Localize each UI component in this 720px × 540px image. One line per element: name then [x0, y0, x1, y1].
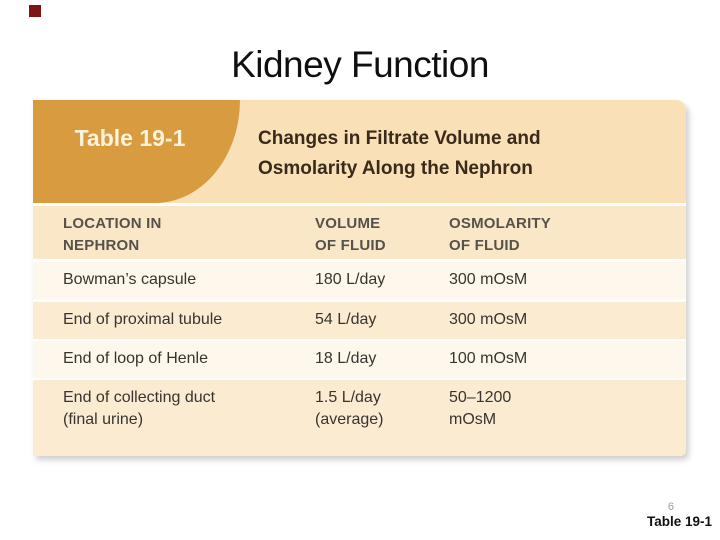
- table-row: End of proximal tubule 54 L/day 300 mOsM: [33, 302, 686, 339]
- table-figure: Table 19-1 Changes in Filtrate Volume an…: [33, 100, 686, 456]
- column-header-osmolarity: OSMOLARITY OF FLUID: [449, 215, 551, 254]
- slide-title: Kidney Function: [231, 44, 489, 85]
- column-header-volume: VOLUME OF FLUID: [315, 215, 386, 254]
- table-number-label: Table 19-1: [74, 125, 186, 151]
- cell-location: End of collecting duct (final urine): [63, 389, 216, 428]
- cell-location: End of proximal tubule: [63, 311, 223, 328]
- table-row: End of loop of Henle 18 L/day 100 mOsM: [33, 341, 686, 378]
- cell-location: End of loop of Henle: [63, 350, 208, 367]
- table-column-header-row: LOCATION IN NEPHRON VOLUME OF FLUID OSMO…: [33, 206, 686, 259]
- cell-volume: 180 L/day: [315, 271, 386, 288]
- cell-volume: 1.5 L/day (average): [315, 389, 384, 428]
- table-number-badge: Table 19-1: [33, 100, 240, 203]
- figure-caption: Table 19-1: [646, 514, 712, 529]
- cell-volume: 18 L/day: [315, 350, 377, 367]
- cell-location: Bowman’s capsule: [63, 271, 197, 288]
- column-header-location: LOCATION IN NEPHRON: [63, 215, 162, 254]
- table-header-band: Table 19-1 Changes in Filtrate Volume an…: [33, 100, 686, 203]
- page-number: 6: [667, 501, 674, 513]
- cell-volume: 54 L/day: [315, 311, 377, 328]
- slide-footer: 6 Table 19-1: [647, 500, 712, 530]
- table-row: End of collecting duct (final urine) 1.5…: [33, 380, 686, 456]
- cell-osmolarity: 50–1200 mOsM: [449, 389, 512, 428]
- cell-osmolarity: 300 mOsM: [449, 271, 528, 288]
- cell-osmolarity: 300 mOsM: [449, 311, 528, 328]
- table-heading: Changes in Filtrate Volume and Osmolarit…: [258, 128, 541, 179]
- table-row: Bowman’s capsule 180 L/day 300 mOsM: [33, 262, 686, 299]
- cell-osmolarity: 100 mOsM: [449, 350, 528, 367]
- slide-marker: [29, 5, 41, 17]
